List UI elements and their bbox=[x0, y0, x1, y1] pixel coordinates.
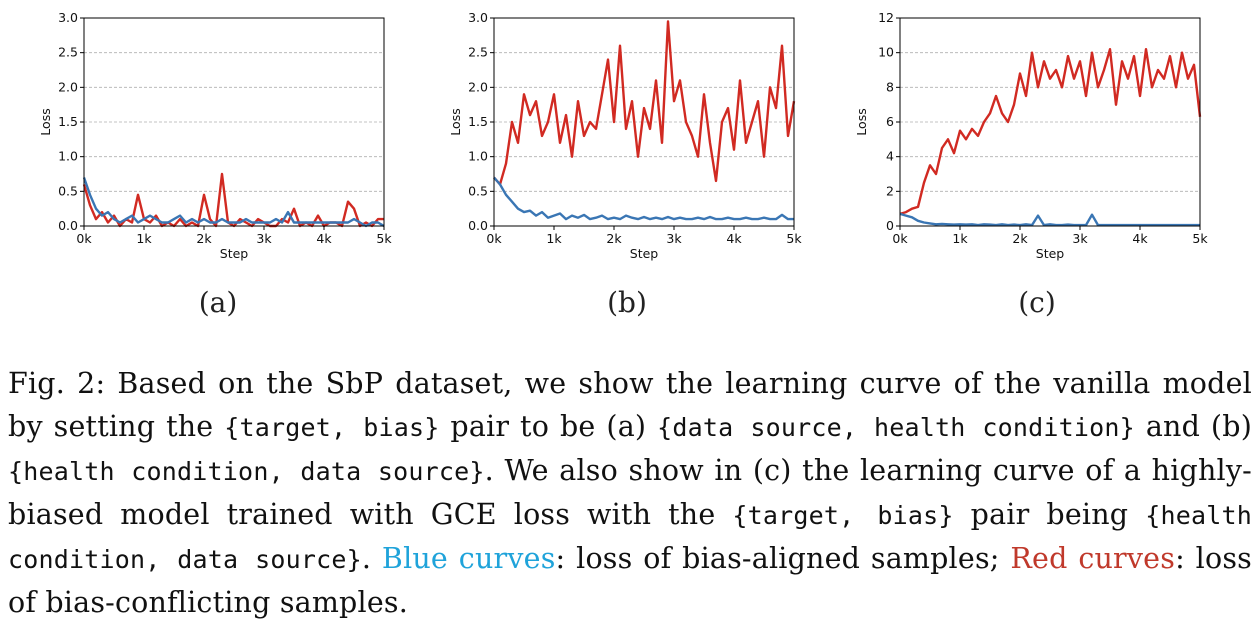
chart-svg-a: 0.0 0.5 1.0 1.5 2.0 2.5 3.0 0k 1k 2k 3k 4k 5k Step Los… bbox=[38, 10, 392, 261]
panel-label-b: (b) bbox=[607, 286, 647, 319]
caption-code-1: {target, bias} bbox=[224, 413, 440, 442]
series-line-red bbox=[493, 20, 796, 186]
chart-svg-b: 0.0 0.5 1.0 1.5 2.0 2.5 3.0 0k 1k 2k 3k 4k 5k Step Los… bbox=[448, 10, 802, 261]
x-tick-label: 0k bbox=[486, 231, 502, 246]
y-tick-label: 1.5 bbox=[468, 114, 488, 129]
chart-svg-c: 0 2 4 6 8 10 12 0k 1k 2k 3k 4k 5k Step Loss bbox=[854, 10, 1208, 261]
caption-text-4: . We also show in (c) the learning curve… bbox=[8, 454, 1252, 531]
x-tick-label: 5k bbox=[1192, 231, 1208, 246]
series-line-blue bbox=[899, 212, 1200, 227]
x-tick-label: 1k bbox=[136, 231, 152, 246]
figure-caption: Fig. 2: Based on the SbP dataset, we sho… bbox=[8, 362, 1252, 624]
x-tick-label: 4k bbox=[316, 231, 332, 246]
caption-text-3: and (b) bbox=[1145, 410, 1253, 443]
y-tick-label: 0 bbox=[886, 218, 894, 233]
caption-text-6: . bbox=[361, 542, 372, 575]
x-tick-label: 5k bbox=[376, 231, 392, 246]
x-axis-title: Step bbox=[1036, 246, 1065, 261]
y-tick-label: 2 bbox=[886, 183, 894, 198]
chart-panel-b: 0.0 0.5 1.0 1.5 2.0 2.5 3.0 0k 1k 2k 3k 4k 5k Step Los… bbox=[440, 10, 840, 276]
caption-text-1: Based on the SbP dataset, we show the le… bbox=[8, 367, 1252, 443]
caption-text-2: pair to be (a) bbox=[450, 410, 647, 443]
caption-text-7: : loss of bias-aligned samples; bbox=[555, 542, 1000, 575]
chart-panel-c: 0 2 4 6 8 10 12 0k 1k 2k 3k 4k 5k Step Loss bbox=[846, 10, 1246, 276]
x-tick-label: 2k bbox=[1012, 231, 1028, 246]
y-tick-label: 6 bbox=[886, 114, 894, 129]
y-axis-title: Loss bbox=[448, 108, 463, 135]
caption-code-4: {target, bias} bbox=[732, 501, 954, 530]
caption-text-8: : loss of bias-conflicting samples. bbox=[8, 542, 1252, 619]
x-tick-label: 3k bbox=[666, 231, 682, 246]
y-tick-label: 8 bbox=[886, 79, 894, 94]
y-tick-label: 2.0 bbox=[468, 79, 488, 94]
x-tick-label: 1k bbox=[952, 231, 968, 246]
x-axis-title: Step bbox=[630, 246, 659, 261]
caption-text-5: pair being bbox=[970, 498, 1129, 531]
y-tick-label: 3.0 bbox=[468, 10, 488, 25]
y-axis-title: Loss bbox=[854, 108, 869, 135]
series-line-red bbox=[899, 48, 1202, 216]
caption-blue-label: Blue curves bbox=[381, 542, 556, 575]
y-axis-title: Loss bbox=[38, 108, 53, 135]
y-tick-label: 3.0 bbox=[58, 10, 78, 25]
panel-label-a: (a) bbox=[198, 286, 238, 319]
y-tick-label: 1.5 bbox=[58, 114, 78, 129]
caption-code-3: {health condition, data source} bbox=[8, 457, 485, 486]
y-tick-label: 1.0 bbox=[468, 149, 488, 164]
y-tick-label: 1.0 bbox=[58, 149, 78, 164]
caption-code-5: {health condition, data source} bbox=[8, 501, 1252, 574]
y-tick-label: 10 bbox=[878, 45, 894, 60]
x-tick-label: 0k bbox=[892, 231, 908, 246]
y-tick-label: 2.5 bbox=[58, 45, 78, 60]
y-tick-label: 12 bbox=[878, 10, 894, 25]
chart-panel-a: 0.0 0.5 1.0 1.5 2.0 2.5 3.0 0k 1k 2k 3k 4k 5k Step Los… bbox=[30, 10, 430, 276]
series-line-blue bbox=[493, 176, 794, 221]
x-tick-label: 3k bbox=[1072, 231, 1088, 246]
x-tick-label: 1k bbox=[546, 231, 562, 246]
panel-label-c: (c) bbox=[1018, 286, 1056, 319]
x-tick-label: 3k bbox=[256, 231, 272, 246]
x-tick-label: 0k bbox=[76, 231, 92, 246]
x-tick-label: 2k bbox=[606, 231, 622, 246]
figure-row: 0.0 0.5 1.0 1.5 2.0 2.5 3.0 0k 1k 2k 3k 4k 5k Step Los… bbox=[30, 10, 1246, 319]
caption-red-label: Red curves bbox=[1010, 542, 1176, 575]
y-tick-label: 2.0 bbox=[58, 79, 78, 94]
x-tick-label: 4k bbox=[1132, 231, 1148, 246]
y-tick-label: 0.0 bbox=[468, 218, 488, 233]
y-tick-label: 4 bbox=[886, 149, 894, 164]
y-tick-label: 2.5 bbox=[468, 45, 488, 60]
x-tick-label: 5k bbox=[786, 231, 802, 246]
caption-code-2: {data source, health condition} bbox=[657, 413, 1135, 442]
y-tick-label: 0.5 bbox=[58, 183, 78, 198]
x-tick-label: 4k bbox=[726, 231, 742, 246]
x-tick-label: 2k bbox=[196, 231, 212, 246]
caption-fig-label: Fig. 2: bbox=[8, 367, 106, 400]
series-line-blue bbox=[82, 177, 385, 228]
y-tick-label: 0.0 bbox=[58, 218, 78, 233]
x-axis-title: Step bbox=[220, 246, 249, 261]
y-tick-label: 0.5 bbox=[468, 183, 488, 198]
